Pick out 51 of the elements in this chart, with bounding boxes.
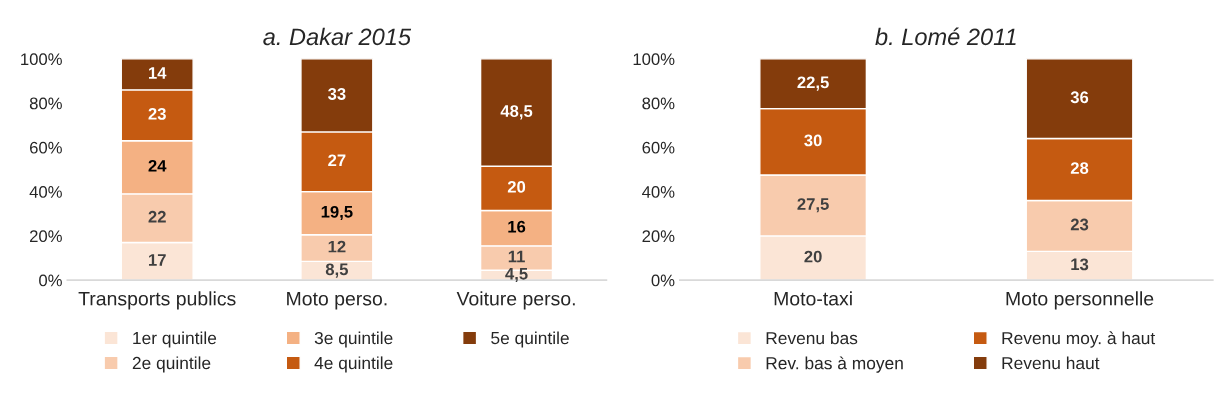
y-tick-label: 60% [30,141,62,154]
data-label: 16 [508,220,526,233]
x-tick-label: Moto personnelle [1006,291,1154,310]
y-tick-label: 0% [651,274,675,287]
legend-label: Revenu bas [766,331,858,345]
y-tick-label: 80% [642,97,675,110]
data-label: 12 [328,240,346,253]
data-label: 19,5 [321,205,353,221]
y-tick-label: 80% [29,97,62,110]
data-label: 4,5 [505,268,528,283]
y-tick-label: 0% [39,274,62,287]
data-label: 48,5 [500,105,533,120]
data-label: 28 [1070,162,1089,174]
y-tick-label: 100% [633,53,675,66]
data-label: 20 [804,250,822,263]
data-label: 8,5 [325,263,348,278]
y-tick-label: 20% [642,230,675,243]
y-tick-label: 60% [642,141,675,154]
y-tick-label: 20% [30,230,62,243]
data-label: 23 [1070,218,1089,231]
x-tick-label: Voiture perso. [456,291,575,310]
y-tick-label: 40% [29,186,62,198]
legend-label: 2e quintile [132,356,211,373]
data-label: 22 [148,210,166,223]
data-label: 17 [148,254,166,266]
data-label: 27,5 [797,198,829,213]
legend-label: Revenu haut [1002,356,1100,370]
legend-label: 5e quintile [491,331,569,348]
data-label: 24 [148,159,167,172]
data-label: 36 [1070,91,1089,104]
data-label: 23 [148,107,166,120]
data-label: 33 [327,88,346,100]
legend-label: 3e quintile [314,331,393,348]
legend-label: Revenu moy. à haut [1002,331,1156,348]
y-tick-label: 100% [21,53,62,66]
data-label: 13 [1071,258,1089,271]
y-tick-label: 40% [642,186,675,198]
data-label: 11 [508,250,525,263]
x-tick-label: Moto perso. [287,291,387,310]
data-label: 20 [507,180,526,193]
data-label: 22,5 [797,76,829,91]
chart-title: a. Dakar 2015 [263,27,412,46]
x-tick-label: Transports publics [78,291,236,310]
data-label: 30 [804,134,822,147]
legend-label: 4e quintile [314,356,393,373]
chart-title: b. Lomé 2011 [875,27,1016,46]
data-label: 27 [328,154,346,167]
data-label: 14 [148,67,167,79]
legend-label: Rev. bas à moyen [766,356,903,373]
x-tick-label: Moto-taxi [774,291,852,306]
legend-label: 1er quintile [133,331,217,348]
